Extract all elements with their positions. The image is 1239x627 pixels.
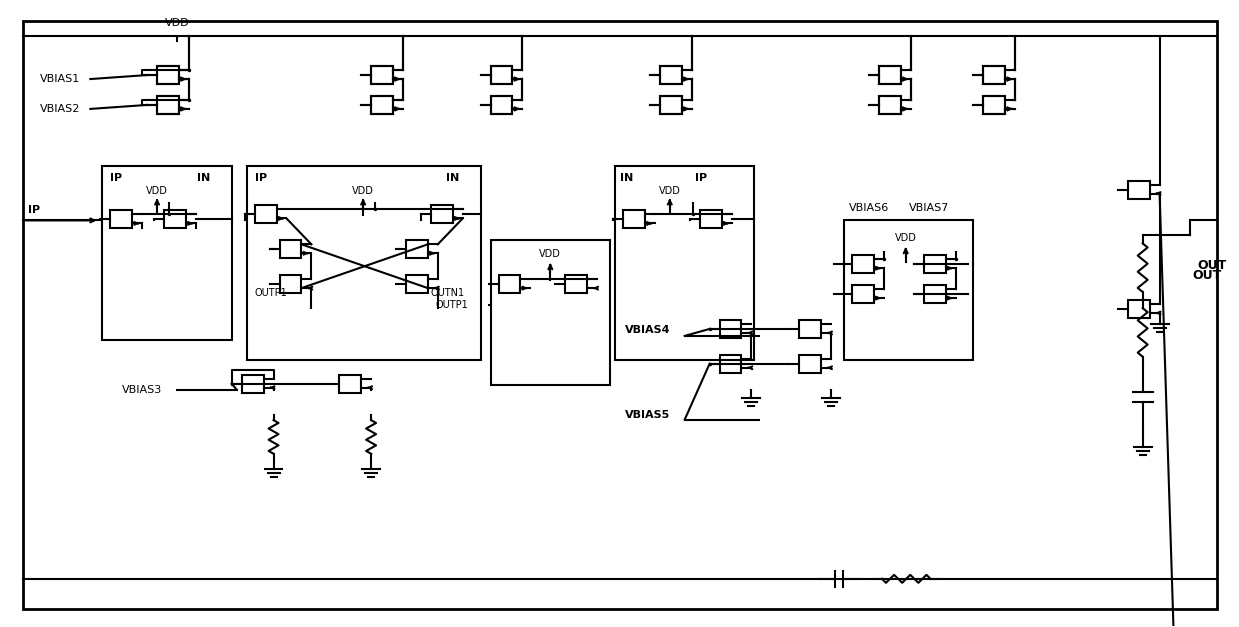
- Bar: [157, 96, 178, 114]
- Bar: [491, 96, 513, 114]
- Text: IN: IN: [620, 172, 633, 182]
- Bar: [878, 96, 901, 114]
- Bar: [799, 355, 821, 372]
- Bar: [247, 166, 481, 360]
- Bar: [372, 96, 393, 114]
- Bar: [339, 375, 361, 393]
- Bar: [923, 255, 945, 273]
- Text: IP: IP: [27, 206, 40, 216]
- Bar: [799, 320, 821, 338]
- Bar: [623, 211, 644, 228]
- Bar: [615, 166, 755, 360]
- Bar: [110, 211, 133, 228]
- Text: VBIAS6: VBIAS6: [849, 204, 890, 213]
- Text: VBIAS5: VBIAS5: [624, 409, 670, 419]
- Bar: [406, 240, 427, 258]
- Text: VDD: VDD: [895, 233, 917, 243]
- Text: VDD: VDD: [659, 186, 680, 196]
- Text: VBIAS7: VBIAS7: [908, 204, 949, 213]
- Bar: [984, 96, 1005, 114]
- Bar: [103, 166, 232, 340]
- Bar: [255, 206, 276, 223]
- Bar: [372, 96, 393, 114]
- Text: VBIAS1: VBIAS1: [40, 74, 79, 84]
- Bar: [372, 66, 393, 84]
- Bar: [984, 66, 1005, 84]
- Text: OUTP1: OUTP1: [436, 300, 468, 310]
- Bar: [431, 206, 452, 223]
- Bar: [660, 66, 681, 84]
- Bar: [852, 285, 873, 303]
- Bar: [157, 66, 178, 84]
- Text: OUTN1: OUTN1: [431, 288, 465, 298]
- Bar: [984, 96, 1005, 114]
- Text: VDD: VDD: [352, 186, 374, 196]
- Bar: [1127, 300, 1150, 318]
- Bar: [720, 320, 741, 338]
- Bar: [1127, 181, 1150, 199]
- Bar: [157, 66, 178, 84]
- Bar: [164, 211, 186, 228]
- Bar: [242, 375, 264, 393]
- Bar: [844, 221, 974, 360]
- Bar: [406, 275, 427, 293]
- Bar: [852, 255, 873, 273]
- Text: IP: IP: [255, 172, 266, 182]
- Bar: [660, 96, 681, 114]
- Text: IN: IN: [446, 172, 458, 182]
- Text: IP: IP: [110, 172, 123, 182]
- Bar: [491, 240, 610, 385]
- Bar: [878, 96, 901, 114]
- Bar: [280, 275, 301, 293]
- Bar: [491, 66, 513, 84]
- Bar: [878, 66, 901, 84]
- Text: VBIAS2: VBIAS2: [40, 104, 81, 114]
- Bar: [878, 66, 901, 84]
- Bar: [491, 96, 513, 114]
- Bar: [700, 211, 721, 228]
- Bar: [720, 355, 741, 372]
- Text: VDD: VDD: [539, 250, 561, 259]
- Text: IN: IN: [197, 172, 211, 182]
- Bar: [372, 66, 393, 84]
- Bar: [660, 66, 681, 84]
- Bar: [491, 66, 513, 84]
- Text: VBIAS4: VBIAS4: [624, 325, 670, 335]
- Text: IP: IP: [695, 172, 706, 182]
- Bar: [498, 275, 520, 293]
- Bar: [660, 96, 681, 114]
- Bar: [565, 275, 587, 293]
- Bar: [923, 285, 945, 303]
- Text: OUT: OUT: [1197, 259, 1227, 271]
- Text: VDD: VDD: [146, 186, 169, 196]
- Bar: [157, 96, 178, 114]
- Text: OUTP1: OUTP1: [255, 288, 287, 298]
- Bar: [280, 240, 301, 258]
- Text: OUT: OUT: [1192, 269, 1222, 282]
- Bar: [984, 66, 1005, 84]
- Text: VBIAS3: VBIAS3: [123, 384, 162, 394]
- Text: VDD: VDD: [165, 18, 190, 28]
